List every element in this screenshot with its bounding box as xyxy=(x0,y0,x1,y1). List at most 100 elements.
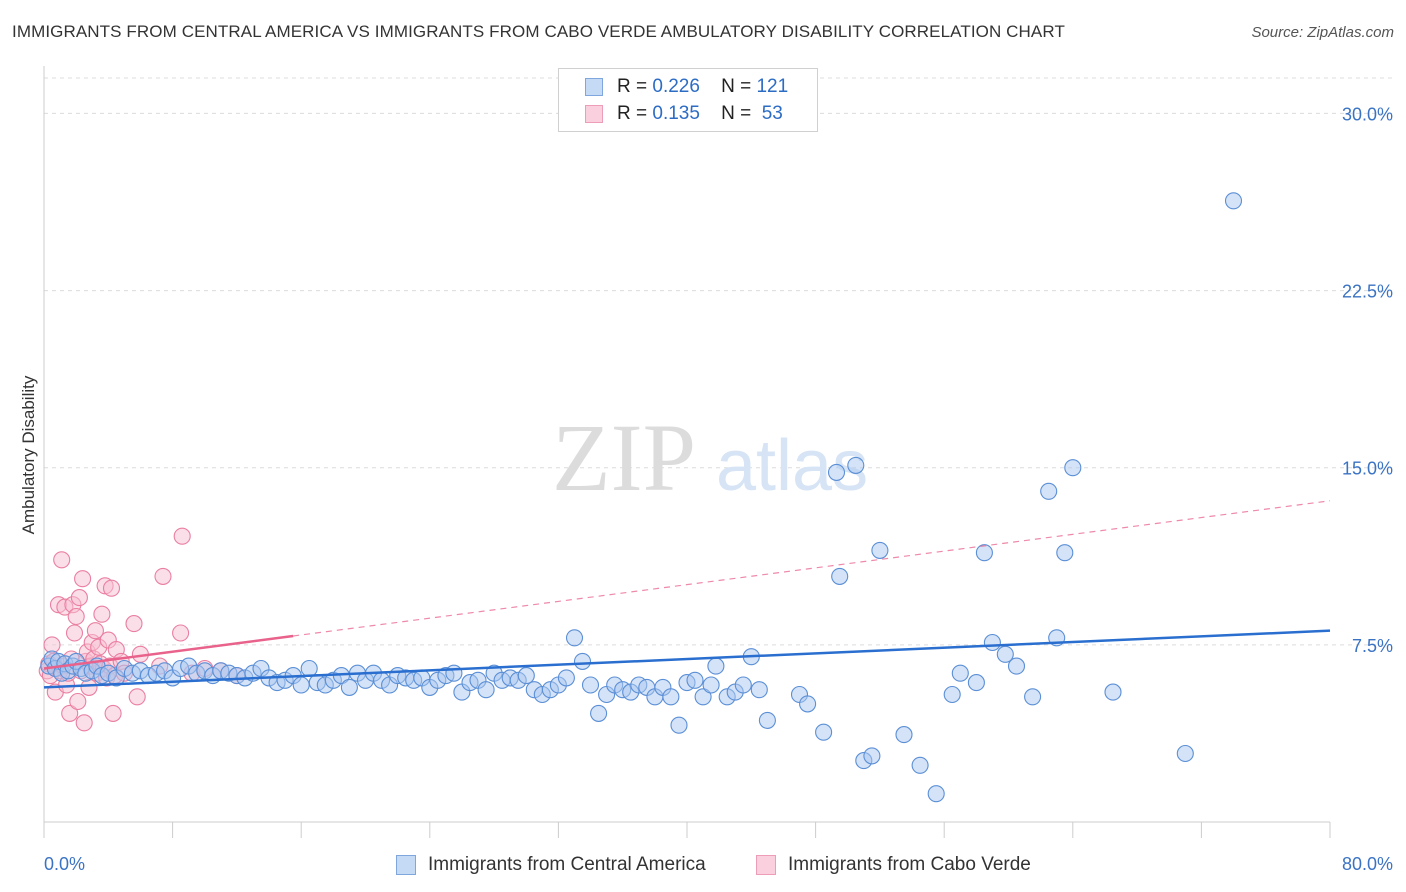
data-point xyxy=(975,544,993,562)
x-tick-label: 0.0% xyxy=(44,854,85,874)
trend-line-cabo-verde-solid xyxy=(43,634,294,670)
data-point xyxy=(951,664,969,682)
legend-swatch-blue xyxy=(396,855,416,875)
source-label: Source: ZipAtlas.com xyxy=(1251,24,1394,41)
data-point xyxy=(758,711,776,729)
axes xyxy=(43,66,1331,838)
data-point xyxy=(750,681,768,699)
trend-line-cabo-verde-dashed xyxy=(293,500,1331,637)
legend-r-label: R = xyxy=(617,103,648,124)
data-point xyxy=(581,676,600,694)
data-point xyxy=(65,624,84,642)
legend-row-central-america: R = 0.226 N = 121 xyxy=(585,75,788,99)
data-point xyxy=(815,723,833,741)
data-point xyxy=(340,678,358,696)
data-point xyxy=(1176,744,1194,763)
legend-swatch-blue xyxy=(585,78,603,96)
data-point xyxy=(983,633,1001,652)
data-point xyxy=(565,629,584,647)
data-point xyxy=(86,622,104,640)
data-point xyxy=(996,645,1014,663)
data-point xyxy=(863,747,881,765)
data-point xyxy=(927,785,945,803)
legend-row-cabo-verde: R = 0.135 N = 53 xyxy=(585,102,783,126)
legend-r-value: 0.226 xyxy=(652,76,700,97)
watermark-zip: ZIP xyxy=(552,404,696,511)
data-point xyxy=(1064,459,1082,477)
data-point xyxy=(557,669,575,687)
data-point xyxy=(967,674,985,692)
data-point xyxy=(517,667,535,685)
watermark: ZIP atlas xyxy=(552,404,868,511)
legend-item-central-america: Immigrants from Central America xyxy=(396,852,706,878)
legend-n-label: N = xyxy=(721,103,752,124)
data-point xyxy=(104,704,122,722)
legend-swatch-pink xyxy=(756,855,776,875)
data-point xyxy=(154,567,172,585)
x-tick-label: 80.0% xyxy=(1342,854,1393,874)
y-axis-title: Ambulatory Disability xyxy=(19,375,38,534)
trend-lines xyxy=(43,500,1331,689)
watermark-atlas: atlas xyxy=(716,426,868,506)
data-point xyxy=(694,688,712,706)
series-cabo-verde-points xyxy=(38,527,246,732)
data-point xyxy=(707,657,725,675)
data-point xyxy=(573,652,592,670)
data-point xyxy=(1056,544,1074,562)
chart-title: IMMIGRANTS FROM CENTRAL AMERICA VS IMMIG… xyxy=(12,22,1065,41)
y-tick-label: 15.0% xyxy=(1342,459,1393,479)
data-point xyxy=(1224,192,1243,210)
data-point xyxy=(477,681,495,699)
data-point xyxy=(827,463,846,481)
y-tick-labels: 7.5% 15.0% 22.5% 30.0% xyxy=(1342,104,1393,655)
data-point xyxy=(847,456,865,474)
y-tick-label: 30.0% xyxy=(1342,104,1393,124)
data-point xyxy=(1104,683,1122,701)
y-tick-label: 22.5% xyxy=(1342,282,1393,302)
data-point xyxy=(590,704,608,722)
legend-label-central-america: Immigrants from Central America xyxy=(428,854,706,875)
data-point xyxy=(911,756,929,774)
legend-item-cabo-verde: Immigrants from Cabo Verde xyxy=(756,852,1031,878)
data-point xyxy=(69,692,87,711)
data-point xyxy=(734,676,752,694)
trend-line-central-america xyxy=(43,629,1331,689)
data-point xyxy=(80,678,98,696)
data-point xyxy=(102,579,121,597)
legend-n-label: N = xyxy=(721,76,752,97)
data-point xyxy=(799,695,817,713)
data-point xyxy=(93,605,111,623)
data-point xyxy=(1024,688,1042,706)
data-point xyxy=(173,527,191,545)
data-point xyxy=(125,615,143,633)
data-point xyxy=(75,714,93,732)
data-point xyxy=(74,570,92,588)
data-point xyxy=(292,676,310,694)
data-point xyxy=(831,567,849,585)
data-point xyxy=(445,664,463,682)
data-point xyxy=(895,726,913,744)
y-tick-label: 7.5% xyxy=(1352,636,1393,656)
legend-swatch-pink xyxy=(585,105,603,123)
legend-n-value: 53 xyxy=(761,103,783,124)
data-point xyxy=(686,671,704,689)
legend-label-cabo-verde: Immigrants from Cabo Verde xyxy=(788,854,1031,875)
data-point xyxy=(1007,657,1026,675)
data-point xyxy=(61,704,79,722)
grid-lines xyxy=(44,77,1392,646)
legend-r-label: R = xyxy=(617,76,648,97)
data-point xyxy=(70,589,88,607)
stats-legend: R = 0.226 N = 121 R = 0.135 N = 53 xyxy=(558,68,818,132)
data-point xyxy=(53,551,71,569)
data-point xyxy=(67,607,85,626)
data-point xyxy=(871,541,889,559)
data-point xyxy=(702,676,720,694)
x-tick-labels: 0.0% 80.0% xyxy=(44,854,1393,874)
data-point xyxy=(943,685,961,704)
data-point xyxy=(1040,482,1058,500)
data-point xyxy=(670,716,688,734)
data-point xyxy=(128,688,146,706)
legend-n-value: 121 xyxy=(756,76,789,97)
data-point xyxy=(662,688,680,706)
